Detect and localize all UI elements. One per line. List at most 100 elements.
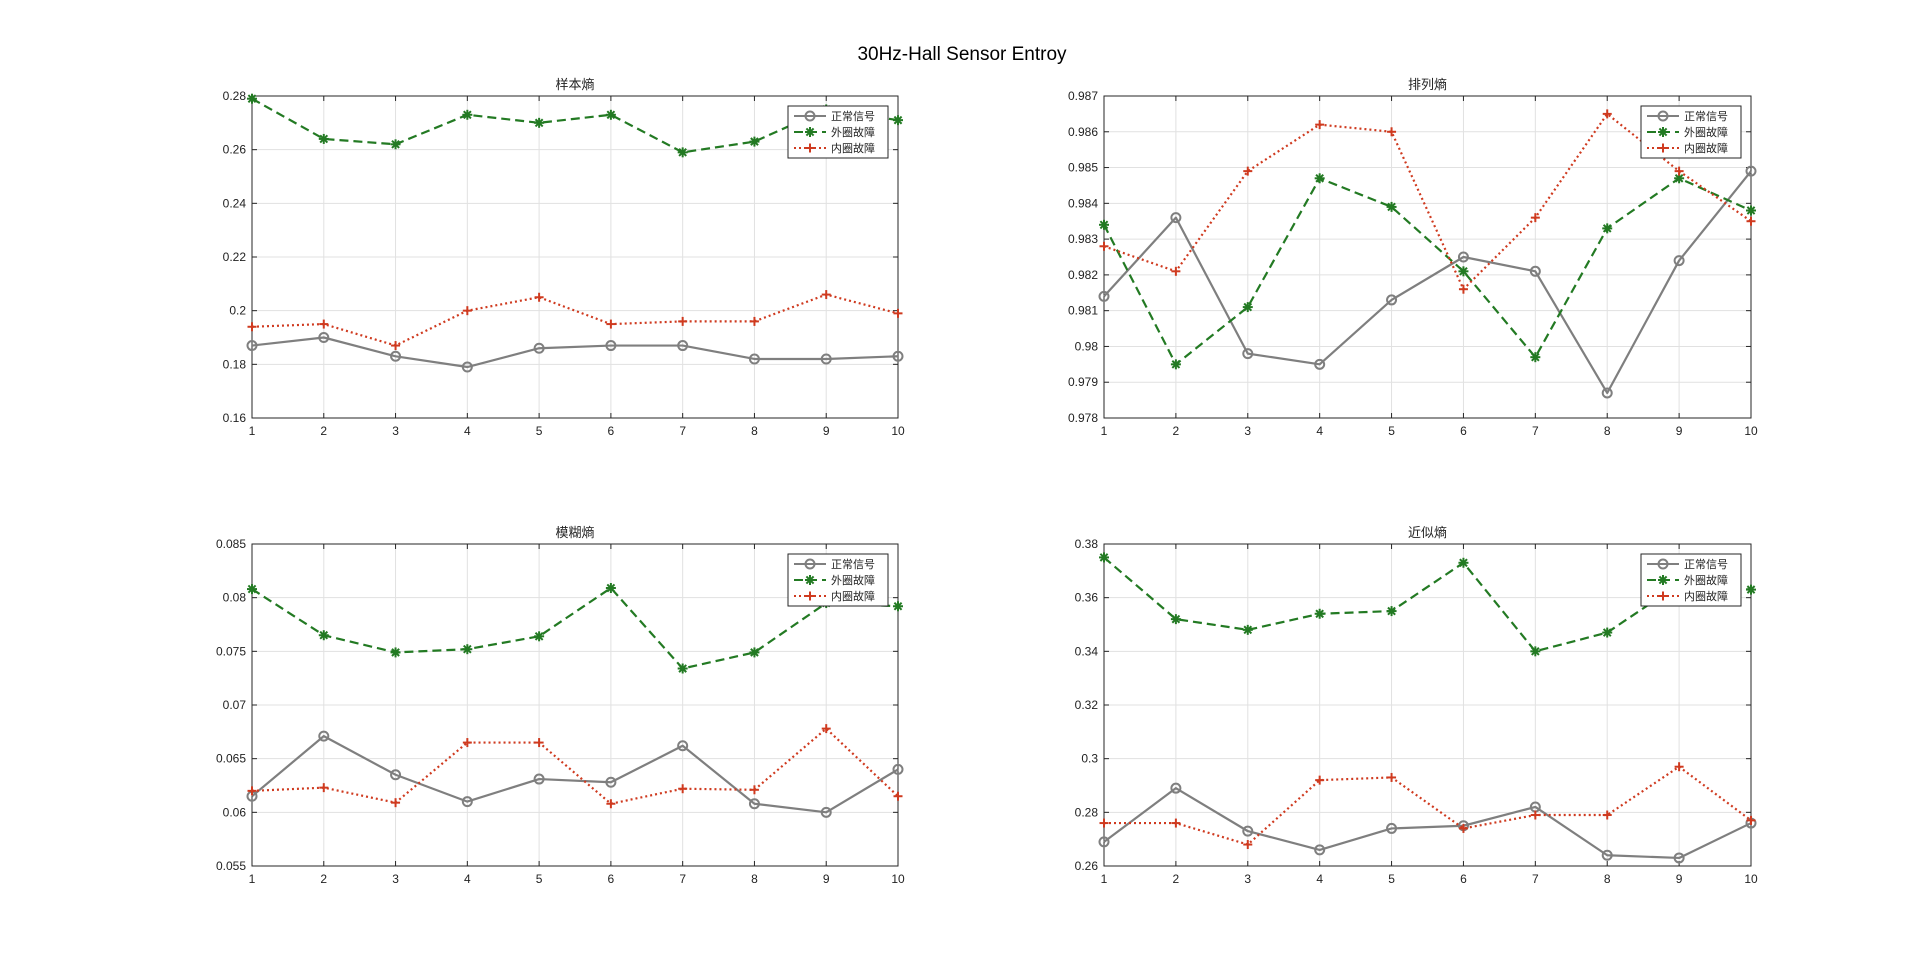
data-point [1170,359,1181,370]
legend-marker [1658,143,1668,153]
legend-entry-outer-race-fault: 外圈故障 [794,125,875,139]
data-point [390,647,401,658]
y-tick-label: 0.26 [1075,859,1099,873]
y-tick-label: 0.16 [223,411,247,425]
x-tick-label: 10 [891,872,905,886]
x-tick-label: 5 [1388,872,1395,886]
data-point [1099,219,1109,230]
data-point [1242,302,1253,313]
data-point [1314,358,1326,370]
data-point [1602,810,1612,820]
y-tick-label: 0.32 [1075,698,1099,712]
data-point [892,350,904,362]
data-point [1386,822,1398,834]
data-point [1314,173,1325,184]
legend-marker [1658,127,1668,137]
data-point [391,798,401,808]
x-tick-label: 10 [1744,424,1758,438]
data-point [677,740,689,752]
data-point [533,773,545,785]
data-point [1601,849,1613,861]
legend-label: 外圈故障 [1684,573,1728,587]
series-inner-race-fault [1099,762,1756,850]
x-tick-label: 3 [392,424,399,438]
data-point [1315,775,1325,785]
y-tick-label: 0.07 [223,698,247,712]
x-tick-label: 5 [536,424,543,438]
data-point [1457,251,1469,263]
x-tick-label: 2 [320,424,327,438]
data-point [893,791,903,801]
legend-label: 内圈故障 [1684,141,1728,155]
y-tick-label: 0.984 [1068,196,1098,210]
data-point [534,631,545,642]
data-point [1315,120,1325,130]
data-point [821,724,831,734]
series-normal-signal [1098,782,1757,864]
y-tick-label: 0.978 [1068,411,1098,425]
legend-entry-inner-race-fault: 内圈故障 [1647,141,1728,155]
data-point [1529,265,1541,277]
data-point [1098,290,1110,302]
data-point [893,601,903,612]
x-tick-label: 2 [1173,872,1180,886]
data-point [677,663,688,674]
figure-title: 30Hz-Hall Sensor Entroy [857,44,1067,65]
subplot-2: 1 2 3 4 5 6 7 8 9 10 0.978 0.979 0.98 0.981 0.982 0.983… [1068,77,1758,438]
legend-label: 正常信号 [1684,110,1728,123]
data-point [605,340,617,352]
series-line [1104,765,1752,846]
data-point [892,763,904,775]
legend-entry-normal-signal: 正常信号 [794,110,875,123]
data-point [605,109,616,120]
data-point [1098,836,1110,848]
x-tick-label: 2 [1173,424,1180,438]
series-outer-race-fault [1099,173,1756,370]
x-tick-label: 7 [679,424,686,438]
y-tick-label: 0.18 [223,357,247,371]
data-point [1243,840,1253,850]
legend-marker [1658,591,1668,601]
data-point [605,583,616,594]
series-line [1103,787,1752,860]
data-point [247,786,257,796]
data-point [1170,782,1182,794]
legend-entry-outer-race-fault: 外圈故障 [794,573,875,587]
subplots: 1 2 3 4 5 6 7 8 9 10 0.16 0.18 0.2 0.22 0.24 0.26 0.28 样本… [216,77,1758,886]
x-tick-label: 6 [608,424,615,438]
data-point [1674,762,1684,772]
data-point [749,136,760,147]
legend-entry-outer-race-fault: 外圈故障 [1647,573,1728,587]
y-tick-label: 0.075 [216,644,246,658]
data-point [1458,823,1468,833]
x-tick-label: 6 [1460,872,1467,886]
data-point [461,361,473,373]
legend-marker [1658,575,1668,585]
data-point [534,117,545,128]
series-line [1103,177,1752,366]
y-tick-label: 0.985 [1068,161,1098,175]
data-point [893,308,903,318]
series-line [251,336,899,369]
series-line [251,97,899,154]
legend-label: 正常信号 [831,558,875,571]
data-point [820,353,832,365]
legend-label: 外圈故障 [831,125,875,139]
subplot-title: 样本熵 [555,77,594,93]
legend-label: 正常信号 [831,110,875,123]
data-point [1674,166,1684,176]
data-point [1601,387,1613,399]
series-line [251,735,899,814]
data-point [606,799,616,809]
x-tick-label: 7 [1532,872,1539,886]
data-point [1099,818,1109,828]
series-normal-signal [246,730,904,818]
y-tick-label: 0.28 [1075,805,1099,819]
data-point [1746,815,1756,825]
y-tick-label: 0.055 [216,859,246,873]
y-tick-label: 0.986 [1068,125,1098,139]
subplot-4: 1 2 3 4 5 6 7 8 9 10 0.26 0.28 0.3 0.32 0.34 0.36 0.38 近似… [1075,525,1758,886]
data-point [462,738,472,748]
